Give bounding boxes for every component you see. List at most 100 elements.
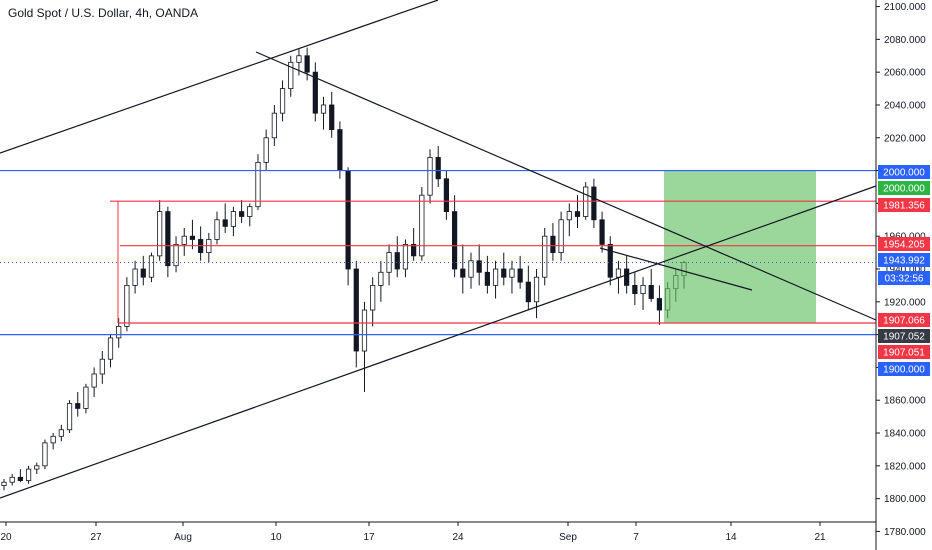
candle[interactable] — [181, 235, 187, 245]
candle[interactable] — [157, 211, 163, 257]
price-tag — [878, 181, 930, 195]
candle[interactable] — [632, 285, 638, 295]
candle[interactable] — [132, 268, 138, 286]
price-tick-label: 1800.000 — [884, 494, 926, 505]
candle[interactable] — [263, 137, 269, 163]
price-tick-label: 1780.000 — [884, 527, 926, 538]
candle[interactable] — [189, 235, 196, 240]
candle[interactable] — [66, 403, 73, 431]
price-tag-label: 2000.000 — [883, 168, 925, 179]
candle[interactable] — [492, 268, 499, 286]
candle[interactable] — [222, 219, 228, 227]
candle[interactable] — [468, 260, 474, 278]
price-tick-label: 1920.000 — [884, 297, 926, 308]
candle[interactable] — [386, 252, 392, 273]
candle[interactable] — [230, 211, 236, 227]
target-zone-box[interactable] — [664, 170, 816, 324]
candle[interactable] — [238, 211, 245, 217]
candle[interactable] — [517, 268, 523, 283]
candle[interactable] — [378, 271, 384, 286]
candle[interactable] — [255, 161, 261, 208]
candle[interactable] — [304, 55, 310, 73]
candle[interactable] — [17, 476, 23, 481]
candle[interactable] — [533, 276, 540, 303]
candle[interactable] — [370, 285, 376, 311]
candle[interactable] — [312, 71, 318, 114]
candle[interactable] — [279, 88, 286, 114]
descending-trend-line[interactable] — [255, 51, 877, 321]
candle[interactable] — [525, 281, 531, 303]
price-tag — [878, 362, 930, 376]
candle[interactable] — [271, 112, 277, 139]
candle[interactable] — [165, 211, 171, 267]
candle[interactable] — [148, 255, 155, 278]
candle[interactable] — [173, 243, 179, 267]
ascending-trend-line[interactable] — [0, 185, 877, 499]
candle[interactable] — [624, 268, 630, 286]
candle[interactable] — [337, 129, 343, 171]
candle[interactable] — [329, 104, 335, 130]
candle[interactable] — [615, 268, 622, 278]
candle[interactable] — [58, 429, 64, 437]
candle[interactable] — [361, 309, 368, 352]
price-tag-label: 1981.356 — [883, 201, 925, 212]
candle[interactable] — [427, 157, 433, 196]
upper-channel-line[interactable] — [0, 0, 439, 154]
candle[interactable] — [99, 358, 105, 375]
price-tag-label: 1943.992 — [883, 256, 925, 267]
candle[interactable] — [83, 386, 89, 409]
candle[interactable] — [394, 252, 400, 270]
candle[interactable] — [419, 194, 425, 257]
candle[interactable] — [558, 219, 564, 253]
candle[interactable] — [1, 481, 7, 486]
candle[interactable] — [75, 403, 81, 409]
candle[interactable] — [566, 211, 572, 221]
candle[interactable] — [607, 243, 613, 278]
candle[interactable] — [214, 219, 220, 240]
candle[interactable] — [288, 61, 294, 89]
candle[interactable] — [116, 326, 122, 339]
candle[interactable] — [9, 476, 15, 483]
candle[interactable] — [107, 337, 114, 360]
candle[interactable] — [509, 268, 515, 278]
candle[interactable] — [25, 468, 32, 481]
price-tag — [878, 198, 930, 212]
price-tag — [878, 237, 930, 251]
candle[interactable] — [345, 170, 351, 270]
candle[interactable] — [542, 235, 548, 278]
candle[interactable] — [402, 243, 409, 270]
candle[interactable] — [443, 178, 450, 212]
candle[interactable] — [42, 442, 48, 467]
candle[interactable] — [574, 211, 581, 217]
candle[interactable] — [476, 260, 482, 273]
candle[interactable] — [320, 104, 327, 114]
candle[interactable] — [247, 206, 253, 217]
candle[interactable] — [34, 465, 40, 470]
candle[interactable] — [50, 435, 56, 444]
candle[interactable] — [599, 219, 605, 245]
candle[interactable] — [411, 243, 417, 257]
candle[interactable] — [452, 211, 458, 270]
price-tag-label: 1900.000 — [883, 365, 925, 376]
candle[interactable] — [591, 186, 597, 221]
candle[interactable] — [484, 271, 490, 286]
candle[interactable] — [648, 285, 654, 299]
price-tick-label: 1820.000 — [884, 461, 926, 472]
candle[interactable] — [460, 268, 466, 278]
candle[interactable] — [140, 268, 146, 278]
price-tag-label: 03:32:56 — [885, 274, 924, 285]
price-tick-label: 2040.000 — [884, 100, 926, 111]
candle[interactable] — [296, 55, 302, 63]
candle[interactable] — [550, 235, 556, 253]
candle[interactable] — [435, 157, 441, 180]
candle[interactable] — [124, 285, 130, 327]
price-tick-label: 2100.000 — [884, 2, 926, 13]
candle[interactable] — [353, 268, 359, 352]
candle[interactable] — [640, 285, 646, 295]
candle[interactable] — [91, 373, 97, 388]
short-descending-line[interactable] — [599, 247, 753, 291]
candle[interactable] — [656, 298, 663, 311]
candle[interactable] — [501, 268, 507, 278]
